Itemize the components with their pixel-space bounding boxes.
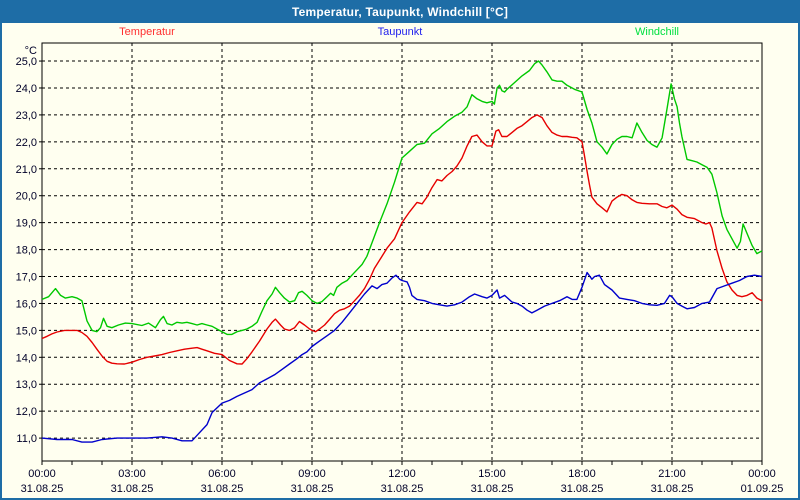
x-tick-date-label: 31.08.25 xyxy=(651,483,694,495)
x-tick-time-label: 15:00 xyxy=(478,468,506,480)
legend: Temperatur Taupunkt Windchill xyxy=(2,26,798,40)
plot-frame xyxy=(41,42,763,462)
y-tick-label: 20,0 xyxy=(16,191,37,203)
x-tick-time-label: 18:00 xyxy=(568,468,596,480)
windchill-curve xyxy=(41,60,763,336)
y-tick-label: 19,0 xyxy=(16,218,37,230)
x-tick-time-label: 03:00 xyxy=(118,468,146,480)
x-tick-date-label: 01.09.25 xyxy=(741,483,784,495)
y-tick-label: 11,0 xyxy=(16,433,37,445)
legend-temperatur-label: Temperatur xyxy=(119,26,175,38)
y-tick-label: 22,0 xyxy=(16,137,37,149)
taupunkt-curve xyxy=(41,271,763,443)
y-axis-unit-label: °C xyxy=(25,45,37,57)
x-tick-time-label: 09:00 xyxy=(298,468,326,480)
y-tick-label: 25,0 xyxy=(16,56,37,68)
y-tick-label: 21,0 xyxy=(16,164,37,176)
y-tick-label: 12,0 xyxy=(16,406,37,418)
title-bar: Temperatur, Taupunkt, Windchill [°C] xyxy=(2,2,798,23)
x-tick-date-label: 31.08.25 xyxy=(381,483,424,495)
legend-taupunkt-label: Taupunkt xyxy=(377,26,423,38)
legend-windchill-label: Windchill xyxy=(634,26,680,38)
y-tick-label: 17,0 xyxy=(16,272,37,284)
x-tick-date-label: 31.08.25 xyxy=(291,483,334,495)
x-tick-date-label: 31.08.25 xyxy=(561,483,604,495)
x-tick-date-label: 31.08.25 xyxy=(21,483,64,495)
x-tick-time-label: 21:00 xyxy=(658,468,686,480)
x-tick-date-label: 31.08.25 xyxy=(201,483,244,495)
x-tick-time-label: 00:00 xyxy=(748,468,776,480)
y-tick-label: 15,0 xyxy=(16,325,37,337)
y-tick-label: 24,0 xyxy=(16,83,37,95)
page-title: Temperatur, Taupunkt, Windchill [°C] xyxy=(291,5,509,19)
x-tick-date-label: 31.08.25 xyxy=(471,483,514,495)
temperatur-curve xyxy=(41,114,763,365)
x-tick-time-label: 06:00 xyxy=(208,468,236,480)
y-tick-label: 23,0 xyxy=(16,110,37,122)
y-tick-label: 16,0 xyxy=(16,298,37,310)
y-tick-label: 13,0 xyxy=(16,379,37,391)
x-tick-time-label: 00:00 xyxy=(28,468,56,480)
y-tick-label: 14,0 xyxy=(16,352,37,364)
x-tick-time-label: 12:00 xyxy=(388,468,416,480)
x-tick-date-label: 31.08.25 xyxy=(111,483,154,495)
y-tick-label: 18,0 xyxy=(16,245,37,257)
